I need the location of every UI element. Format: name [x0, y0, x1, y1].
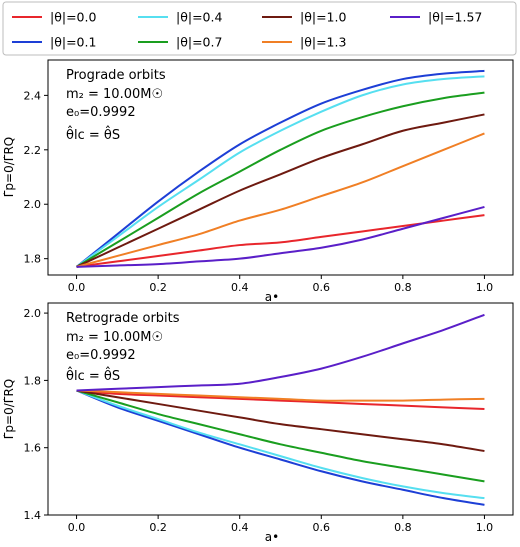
y-tick-label: 1.4: [24, 509, 42, 522]
prograde-title-annotation: Prograde orbits: [66, 68, 166, 83]
y-tick-label: 1.6: [24, 442, 42, 455]
prograde-mass-annotation: m₂ = 10.00M☉: [66, 87, 163, 102]
series-line-1.57: [76, 205, 485, 268]
x-tick-label: 0.2: [149, 521, 167, 534]
legend-entry: |θ|=0.7: [138, 35, 222, 50]
y-tick-label: 2.0: [24, 198, 42, 211]
y-tick-label: 2.0: [24, 307, 42, 320]
x-tick-label: 0.0: [68, 521, 86, 534]
series-line-1.0: [76, 113, 485, 268]
y-tick-label: 1.8: [24, 253, 42, 266]
x-tick-label: 0.0: [68, 281, 86, 294]
legend-label: |θ|=0.0: [50, 10, 96, 25]
x-tick-label: 0.6: [313, 521, 331, 534]
series-line-0.4: [75, 75, 485, 268]
x-tick-label: 0.4: [231, 281, 249, 294]
legend-entry: |θ|=1.0: [262, 10, 346, 25]
legend-entry: |θ|=0.1: [12, 35, 96, 50]
retrograde-axes-frame: [47, 302, 514, 516]
series-line-0.7: [76, 91, 485, 268]
series-line-1.57: [76, 313, 485, 392]
series-line-0.7: [76, 389, 485, 483]
retrograde-theta-annotation: θ̂lc = θ̂S: [66, 367, 120, 384]
x-tick-label: 0.6: [313, 281, 331, 294]
legend-label: |θ|=0.1: [50, 35, 96, 50]
x-tick-label: 0.2: [149, 281, 167, 294]
prograde-xlabel: a•: [265, 290, 279, 304]
legend-label: |θ|=1.0: [300, 10, 346, 25]
series-line-0.0: [76, 214, 485, 268]
legend-entry: |θ|=1.57: [390, 10, 482, 25]
legend-label: |θ|=0.4: [176, 10, 222, 25]
y-tick-label: 1.8: [24, 374, 42, 387]
retrograde-eccentricity-annotation: e₀=0.9992: [66, 348, 136, 363]
retrograde-mass-annotation: m₂ = 10.00M☉: [66, 330, 163, 345]
series-line-0.0: [76, 389, 485, 410]
legend-label: |θ|=1.57: [428, 10, 482, 25]
legend-label: |θ|=0.7: [176, 35, 222, 50]
y-tick-label: 2.2: [24, 144, 42, 157]
legend-label: |θ|=1.3: [300, 35, 346, 50]
legend-entry: |θ|=1.3: [262, 35, 346, 50]
y-tick-label: 2.4: [24, 89, 42, 102]
prograde-panel: 0.0 0.2 0.4 0.6 0.8 1.0 1.8 2.0 2.2 2.4 Prograde …: [2, 59, 514, 304]
series-line-1.3: [76, 389, 485, 402]
legend: |θ|=0.0 |θ|=0.1 |θ|=0.4 |θ|=0.7 |θ|=1.0 |θ|=1…: [2, 1, 517, 56]
legend-entry: |θ|=0.0: [12, 10, 96, 25]
x-tick-label: 0.4: [231, 521, 249, 534]
series-line-0.1: [76, 389, 485, 506]
prograde-eccentricity-annotation: e₀=0.9992: [66, 105, 136, 120]
series-line-1.3: [76, 132, 485, 268]
retrograde-xlabel: a•: [265, 530, 279, 544]
x-tick-label: 0.8: [394, 281, 412, 294]
prograde-axes-frame: [47, 59, 514, 276]
series-line-1.0: [76, 389, 485, 453]
series-line-0.1: [75, 69, 485, 268]
retrograde-ylabel: Γ̇p=0/Γ̇RQ: [2, 379, 16, 440]
series-line-0.4: [76, 389, 485, 500]
retrograde-title-annotation: Retrograde orbits: [66, 311, 180, 326]
retrograde-panel: 0.0 0.2 0.4 0.6 0.8 1.0 1.4 1.6 1.8 2.0 Retrograd…: [2, 302, 514, 544]
legend-frame: [2, 1, 517, 56]
x-tick-label: 1.0: [476, 281, 494, 294]
x-tick-label: 0.8: [394, 521, 412, 534]
prograde-ylabel: Γ̇p=0/Γ̇RQ: [2, 137, 16, 198]
x-tick-label: 1.0: [476, 521, 494, 534]
legend-entry: |θ|=0.4: [138, 10, 222, 25]
prograde-theta-annotation: θ̂lc = θ̂S: [66, 126, 120, 143]
